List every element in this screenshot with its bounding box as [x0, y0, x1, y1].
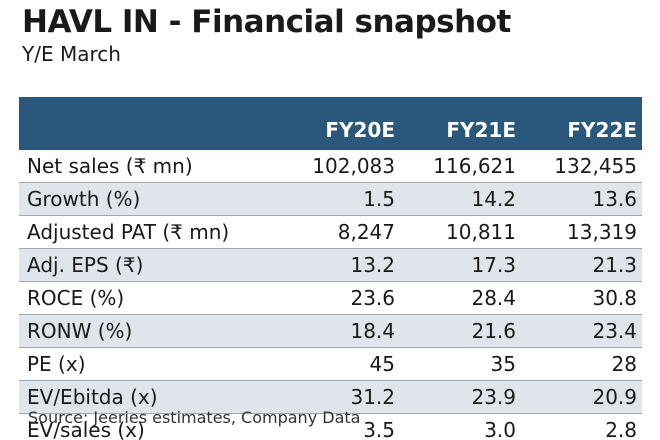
table-row: PE (x) 45 35 28: [19, 347, 642, 381]
subtitle: Y/E March: [22, 42, 121, 66]
cell-value: 30.8: [521, 281, 642, 315]
cell-value: 31.2: [279, 380, 400, 414]
header-fy22e: FY22E: [521, 97, 642, 150]
table-row: Net sales (₹ mn) 102,083 116,621 132,455: [19, 150, 642, 183]
cell-value: 13.6: [521, 182, 642, 216]
cell-value: 132,455: [521, 150, 642, 183]
cell-value: 14.2: [400, 182, 521, 216]
cell-value: 10,811: [400, 215, 521, 249]
table-row: RONW (%) 18.4 21.6 23.4: [19, 314, 642, 348]
table-row: ROCE (%) 23.6 28.4 30.8: [19, 281, 642, 315]
header-blank: [19, 97, 279, 150]
cell-value: 18.4: [279, 314, 400, 348]
cell-value: 23.6: [279, 281, 400, 315]
header-row: FY20E FY21E FY22E: [19, 97, 642, 150]
cell-value: 3.5: [279, 413, 400, 440]
header-fy21e: FY21E: [400, 97, 521, 150]
cell-value: 8,247: [279, 215, 400, 249]
cell-value: 13.2: [279, 248, 400, 282]
table-row: Adjusted PAT (₹ mn) 8,247 10,811 13,319: [19, 215, 642, 249]
cell-value: 21.3: [521, 248, 642, 282]
table-row: Adj. EPS (₹) 13.2 17.3 21.3: [19, 248, 642, 282]
cell-value: 13,319: [521, 215, 642, 249]
row-label: Adjusted PAT (₹ mn): [19, 215, 279, 249]
title: HAVL IN - Financial snapshot: [22, 4, 511, 40]
row-label: RONW (%): [19, 314, 279, 348]
cell-value: 1.5: [279, 182, 400, 216]
table-row: EV/sales (x) 3.5 3.0 2.8: [19, 413, 642, 440]
cell-value: 20.9: [521, 380, 642, 414]
cell-value: 17.3: [400, 248, 521, 282]
table-row: Growth (%) 1.5 14.2 13.6: [19, 182, 642, 216]
cell-value: 23.4: [521, 314, 642, 348]
cell-value: 28: [521, 347, 642, 381]
cell-value: 23.9: [400, 380, 521, 414]
cell-value: 45: [279, 347, 400, 381]
cell-value: 28.4: [400, 281, 521, 315]
row-label: ROCE (%): [19, 281, 279, 315]
row-label: EV/Ebitda (x): [19, 380, 279, 414]
header-fy20e: FY20E: [279, 97, 400, 150]
row-label: PE (x): [19, 347, 279, 381]
snapshot-table: FY20E FY21E FY22E Net sales (₹ mn) 102,08…: [19, 97, 642, 440]
cell-value: 116,621: [400, 150, 521, 183]
row-label: Growth (%): [19, 182, 279, 216]
source-note: Source: Jeeries estimates, Company Data: [28, 408, 361, 427]
table-row: EV/Ebitda (x) 31.2 23.9 20.9: [19, 380, 642, 414]
cell-value: 102,083: [279, 150, 400, 183]
cell-value: 2.8: [521, 413, 642, 440]
cell-value: 3.0: [400, 413, 521, 440]
row-label: EV/sales (x): [19, 413, 279, 440]
row-label: Net sales (₹ mn): [19, 150, 279, 183]
cell-value: 21.6: [400, 314, 521, 348]
cell-value: 35: [400, 347, 521, 381]
row-label: Adj. EPS (₹): [19, 248, 279, 282]
